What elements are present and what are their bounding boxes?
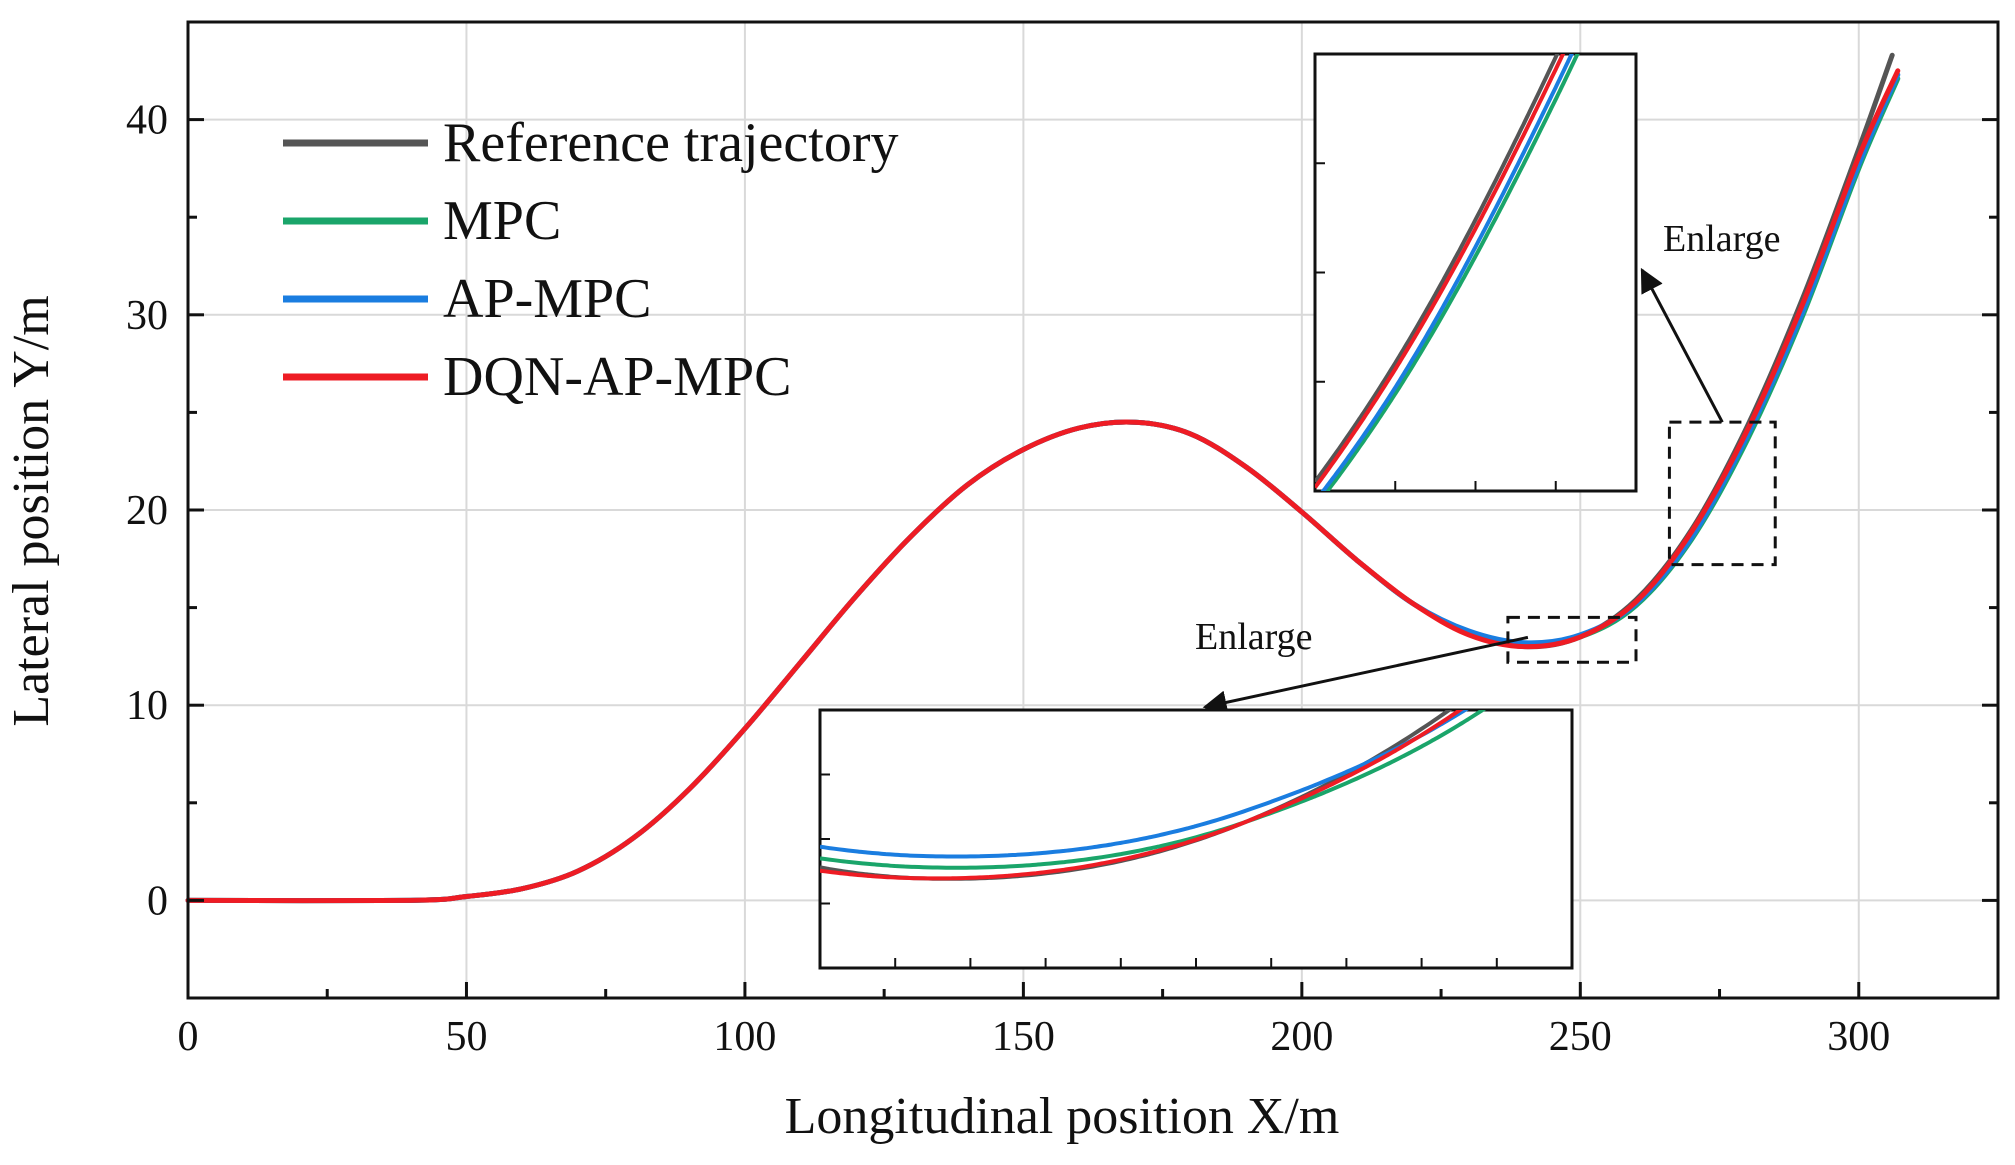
y-tick-label: 40 xyxy=(126,98,168,144)
enlarge-arrow-lower xyxy=(1202,635,1529,715)
x-axis-title: Longitudinal position X/m xyxy=(785,1088,1340,1145)
zoom-regions xyxy=(1202,267,1777,715)
legend-label-dqn-ap-mpc: DQN-AP-MPC xyxy=(443,346,792,408)
axis-ticks: 0 50 100 150 200 250 300 0 10 20 30 40 xyxy=(126,20,2000,1060)
inset-upper-line-mpc xyxy=(1324,54,1580,491)
inset-lower-line-mpc xyxy=(820,710,1487,870)
x-tick-label: 300 xyxy=(1827,1014,1890,1060)
enlarge-label-lower: Enlarge xyxy=(1195,616,1312,658)
series-line-dqn-ap-mpc xyxy=(185,68,1901,904)
y-tick-label: 10 xyxy=(126,683,168,729)
x-tick-label: 100 xyxy=(713,1014,776,1060)
legend-label-ap-mpc: AP-MPC xyxy=(443,268,652,330)
inset-lower-line-dqn-ap-mpc xyxy=(820,710,1464,881)
inset-lower-enlarged xyxy=(818,708,1574,970)
x-tick-label: 150 xyxy=(992,1014,1055,1060)
x-tick-label: 50 xyxy=(445,1014,487,1060)
x-tick-label: 0 xyxy=(178,1014,199,1060)
legend-label-mpc: MPC xyxy=(443,190,561,252)
inset-lower-series xyxy=(820,710,1487,881)
legend: Reference trajectory MPC AP-MPC DQN-AP-MPC xyxy=(283,112,898,408)
y-axis-title: Lateral position Y/m xyxy=(3,295,60,726)
inset-upper-enlarged xyxy=(1313,52,1638,493)
legend-label-reference: Reference trajectory xyxy=(443,112,898,174)
zoom-box-lower xyxy=(1506,615,1638,664)
zoom-box-upper xyxy=(1667,420,1777,567)
series-lines xyxy=(185,52,1901,904)
inset-upper-series xyxy=(1315,54,1580,491)
inset-upper-line-reference xyxy=(1315,54,1560,483)
x-tick-label: 200 xyxy=(1270,1014,1333,1060)
x-tick-label: 250 xyxy=(1549,1014,1612,1060)
y-tick-label: 30 xyxy=(126,293,168,339)
inset-upper-frame xyxy=(1313,52,1638,493)
enlarge-label-upper: Enlarge xyxy=(1663,218,1780,260)
y-tick-label: 0 xyxy=(147,878,168,924)
y-tick-label: 20 xyxy=(126,488,168,534)
enlarge-arrow-upper xyxy=(1640,267,1724,423)
inset-upper-line-dqn-ap-mpc xyxy=(1315,54,1566,489)
inset-upper-line-ap-mpc xyxy=(1320,54,1574,491)
